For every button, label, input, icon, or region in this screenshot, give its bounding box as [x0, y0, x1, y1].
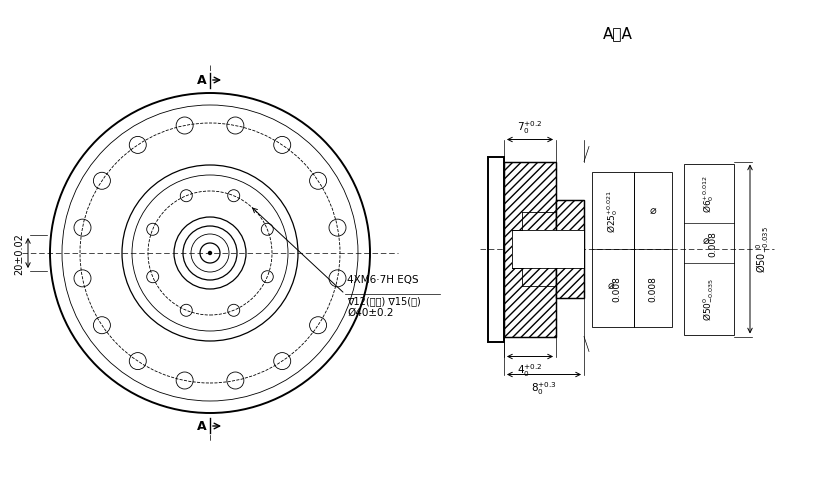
Text: Ø50$^{\ \ 0}_{-0.035}$: Ø50$^{\ \ 0}_{-0.035}$ — [754, 226, 771, 273]
Bar — [556, 200, 584, 299]
Text: Ø6$^{+0.012}_{0}$: Ø6$^{+0.012}_{0}$ — [701, 175, 717, 213]
Text: Ø25$^{+0.021}_{0}$: Ø25$^{+0.021}_{0}$ — [606, 189, 621, 232]
Text: A－A: A－A — [603, 27, 633, 42]
Text: 0.008: 0.008 — [708, 230, 717, 257]
Bar — [592, 172, 634, 327]
Bar — [488, 157, 504, 342]
Text: 20±0.02: 20±0.02 — [14, 232, 24, 275]
Bar — [634, 172, 672, 327]
Text: $8^{+0.3}_{0}$: $8^{+0.3}_{0}$ — [531, 380, 557, 396]
Text: ∇12(螺紋) ∇15(孔): ∇12(螺紋) ∇15(孔) — [347, 296, 420, 306]
Circle shape — [209, 252, 211, 255]
Text: $4^{+0.2}_{0}$: $4^{+0.2}_{0}$ — [518, 362, 543, 379]
Text: A: A — [197, 74, 206, 87]
Text: A: A — [197, 420, 206, 433]
Text: Ø40±0.2: Ø40±0.2 — [347, 308, 393, 317]
Text: ⌀: ⌀ — [649, 206, 656, 216]
Bar — [684, 164, 734, 335]
Text: 0.008: 0.008 — [612, 275, 622, 301]
Text: Ø50$^{0}_{-0.035}$: Ø50$^{0}_{-0.035}$ — [701, 278, 717, 321]
Bar — [556, 200, 584, 299]
Bar — [504, 162, 556, 337]
Text: 0.008: 0.008 — [649, 275, 658, 301]
Bar — [512, 230, 584, 269]
Text: ⌀: ⌀ — [702, 235, 710, 245]
Text: $7^{+0.2}_{0}$: $7^{+0.2}_{0}$ — [518, 118, 543, 135]
Text: ⌀: ⌀ — [607, 280, 614, 290]
Bar — [504, 162, 556, 337]
Text: 4XM6·7H EQS: 4XM6·7H EQS — [347, 275, 419, 285]
